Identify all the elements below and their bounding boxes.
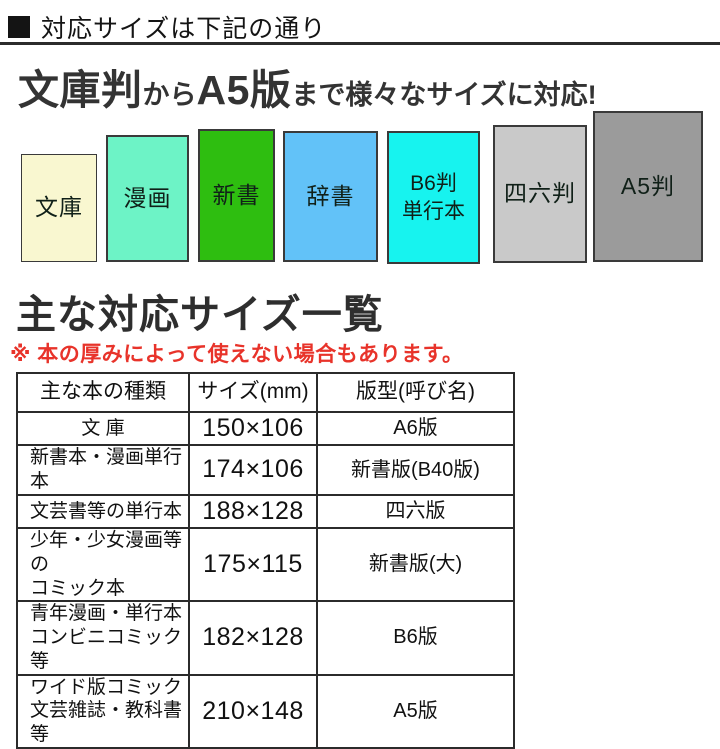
- page: 対応サイズは下記の通り 文庫判からA5版まで様々なサイズに対応! 文庫 漫画 新…: [0, 9, 720, 749]
- cell-size: 174×106: [188, 444, 318, 496]
- book-swatch-shinsho: 新書: [198, 129, 275, 262]
- headline-small-kara: から: [142, 80, 197, 110]
- cell-book-type: 青年漫画・単行本 コンビニコミック等: [16, 600, 190, 676]
- cell-book-type: ワイド版コミック 文芸雑誌・教科書等: [16, 673, 190, 749]
- book-swatch-manga: 漫画: [106, 135, 189, 262]
- headline-small-tail: まで様々なサイズに対応!: [291, 80, 597, 110]
- headline-large-a5ban: A5版: [196, 67, 292, 113]
- cell-book-type: 新書本・漫画単行本: [16, 444, 190, 496]
- table-row-shinsho-manga: 新書本・漫画単行本 174×106 新書版(B40版): [16, 444, 515, 496]
- col-header-size-mm: サイズ(mm): [188, 372, 318, 413]
- book-swatch-b6-tankobon: B6判 単行本: [387, 131, 480, 264]
- size-list-title: 主な対応サイズ一覧: [16, 293, 384, 337]
- headline-large-bunkoban: 文庫判: [18, 67, 143, 113]
- cell-size: 210×148: [188, 673, 318, 749]
- cell-format: A6版: [316, 410, 515, 447]
- cell-size: 175×115: [188, 526, 318, 603]
- cell-format: 四六版: [316, 493, 515, 530]
- headline: 文庫判からA5版まで様々なサイズに対応!: [18, 56, 597, 116]
- cell-book-type: 少年・少女漫画等の コミック本: [16, 526, 190, 603]
- cell-format: B6版: [316, 600, 515, 676]
- book-swatch-jisho: 辞書: [283, 131, 378, 262]
- cell-format: 新書版(B40版): [316, 444, 515, 496]
- table-header-row: 主な本の種類 サイズ(mm) 版型(呼び名): [16, 372, 515, 413]
- cell-book-type: 文 庫: [16, 410, 190, 447]
- thickness-note: ※ 本の厚みによって使えない場合もあります。: [10, 343, 464, 366]
- cell-size: 182×128: [188, 600, 318, 676]
- header-divider: [0, 42, 720, 45]
- col-header-book-type: 主な本の種類: [16, 372, 190, 413]
- section-header-text: 対応サイズは下記の通り: [41, 15, 327, 43]
- book-swatch-shirokuban: 四六判: [493, 125, 587, 263]
- table-row-bunko: 文 庫 150×106 A6版: [16, 410, 515, 447]
- black-square-icon: [8, 16, 30, 38]
- cell-size: 150×106: [188, 410, 318, 447]
- table-row-shonen-shojo-comic: 少年・少女漫画等の コミック本 175×115 新書版(大): [16, 526, 515, 603]
- cell-book-type: 文芸書等の単行本: [16, 493, 190, 530]
- col-header-format: 版型(呼び名): [316, 372, 515, 413]
- book-swatch-bunko: 文庫: [21, 154, 97, 262]
- book-swatch-a5ban: A5判: [593, 111, 703, 262]
- table-row-seinen-manga: 青年漫画・単行本 コンビニコミック等 182×128 B6版: [16, 600, 515, 676]
- cell-format: A5版: [316, 673, 515, 749]
- section-header: 対応サイズは下記の通り: [8, 9, 326, 45]
- table-row-wide-comic: ワイド版コミック 文芸雑誌・教科書等 210×148 A5版: [16, 673, 515, 749]
- table-row-bungeisho: 文芸書等の単行本 188×128 四六版: [16, 493, 515, 530]
- size-table: 主な本の種類 サイズ(mm) 版型(呼び名) 文 庫 150×106 A6版 新…: [16, 372, 515, 749]
- cell-size: 188×128: [188, 493, 318, 530]
- cell-format: 新書版(大): [316, 526, 515, 603]
